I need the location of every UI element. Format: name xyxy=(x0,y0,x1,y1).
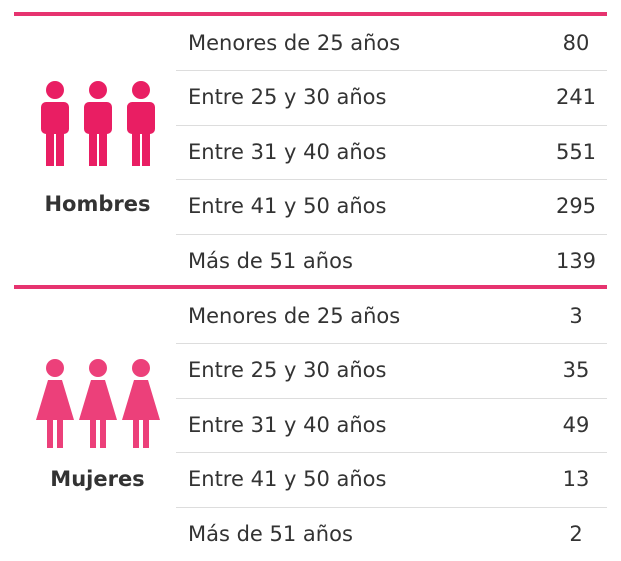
age-range: Entre 25 y 30 años xyxy=(188,85,387,110)
row-divider xyxy=(176,124,607,126)
count: 13 xyxy=(562,467,590,492)
age-range: Menores de 25 años xyxy=(188,31,401,55)
group-label: Mujeres xyxy=(50,467,145,491)
row-divider xyxy=(176,343,607,345)
row-divider xyxy=(176,70,607,72)
count: 2 xyxy=(569,521,583,546)
age-range: Entre 25 y 30 años xyxy=(188,358,387,383)
group-label: Hombres xyxy=(44,192,151,216)
count: 241 xyxy=(555,85,597,110)
count: 80 xyxy=(562,31,590,55)
row-divider xyxy=(176,452,607,454)
group-divider xyxy=(14,285,607,289)
group-divider xyxy=(14,12,607,16)
count: 3 xyxy=(569,304,583,328)
row-divider xyxy=(176,397,607,399)
age-range: Más de 51 años xyxy=(188,521,353,546)
row-divider xyxy=(176,233,607,235)
age-range: Entre 41 y 50 años xyxy=(188,194,387,219)
men-icons xyxy=(41,81,155,166)
row-divider xyxy=(176,506,607,508)
count: 551 xyxy=(555,139,597,164)
count: 35 xyxy=(562,358,590,383)
count: 139 xyxy=(555,248,597,273)
age-range: Más de 51 años xyxy=(188,248,353,273)
age-range: Entre 31 y 40 años xyxy=(188,412,387,437)
count: 49 xyxy=(562,412,590,437)
age-range: Menores de 25 años xyxy=(188,304,401,328)
women-icons xyxy=(36,359,160,448)
age-range: Entre 31 y 40 años xyxy=(188,139,387,164)
count: 295 xyxy=(555,194,597,219)
age-range: Entre 41 y 50 años xyxy=(188,467,387,492)
row-divider xyxy=(176,179,607,181)
